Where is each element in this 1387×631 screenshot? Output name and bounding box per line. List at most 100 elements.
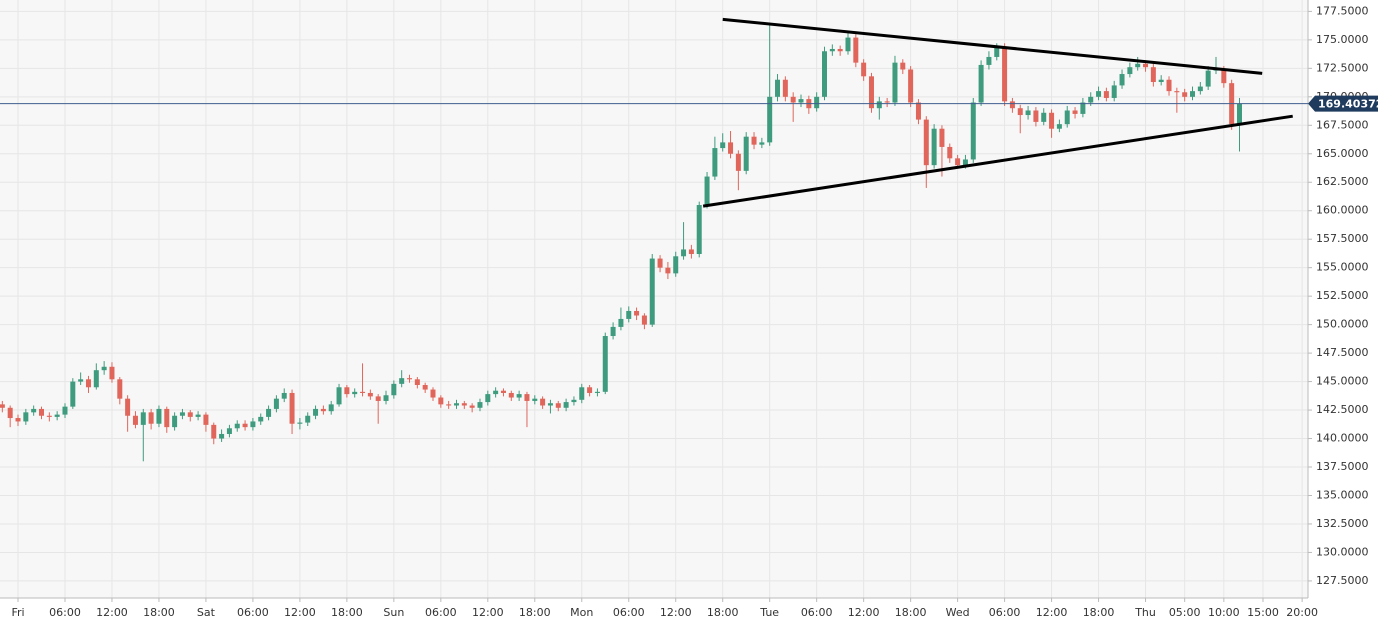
candle-body bbox=[93, 370, 99, 388]
candle-body bbox=[751, 136, 757, 145]
candle-body bbox=[187, 412, 193, 417]
candle-body bbox=[493, 390, 499, 395]
candle-body bbox=[962, 159, 968, 166]
x-tick-label: 18:00 bbox=[331, 606, 363, 619]
candle-body bbox=[829, 48, 835, 52]
candle-body bbox=[634, 310, 640, 316]
candle-body bbox=[360, 391, 366, 393]
candle-body bbox=[1111, 85, 1117, 98]
x-tick-label: 06:00 bbox=[237, 606, 269, 619]
x-tick-label: Sun bbox=[383, 606, 404, 619]
candle-body bbox=[140, 412, 146, 425]
x-tick-label: 12:00 bbox=[1036, 606, 1068, 619]
candle-body bbox=[1009, 101, 1015, 109]
candle-body bbox=[955, 158, 961, 166]
x-tick-label: 12:00 bbox=[848, 606, 880, 619]
candle-body bbox=[407, 378, 413, 380]
candle-body bbox=[1205, 70, 1211, 87]
y-tick-label: 135.0000 bbox=[1316, 488, 1369, 501]
candle-body bbox=[516, 394, 522, 398]
candle-body bbox=[281, 392, 287, 399]
candle-body bbox=[837, 48, 843, 52]
y-tick-label: 145.0000 bbox=[1316, 375, 1369, 388]
candle-body bbox=[845, 37, 851, 52]
candle-body bbox=[132, 415, 138, 425]
candle-body bbox=[931, 128, 937, 166]
x-tick-label: 06:00 bbox=[425, 606, 457, 619]
candle-body bbox=[453, 403, 459, 406]
candle-body bbox=[85, 379, 91, 388]
price-label-box bbox=[1308, 95, 1378, 112]
candle-body bbox=[681, 249, 687, 257]
candle-body bbox=[540, 398, 546, 406]
y-tick-label: 175.0000 bbox=[1316, 33, 1369, 46]
candle-body bbox=[367, 392, 373, 397]
candle-body bbox=[352, 391, 358, 395]
x-tick-label: 18:00 bbox=[895, 606, 927, 619]
candle-body bbox=[1088, 96, 1094, 103]
candle-body bbox=[1197, 86, 1203, 92]
candle-body bbox=[430, 389, 436, 398]
candle-body bbox=[344, 387, 350, 395]
candle-body bbox=[947, 146, 953, 159]
candle-body bbox=[900, 62, 906, 70]
candle-body bbox=[46, 415, 52, 417]
candle-body bbox=[1103, 91, 1109, 98]
candle-body bbox=[289, 392, 295, 424]
candle-body bbox=[728, 142, 734, 154]
candle-body bbox=[720, 142, 726, 149]
candle-body bbox=[853, 37, 859, 63]
candle-body bbox=[15, 418, 21, 422]
candle-body bbox=[1080, 102, 1086, 114]
candle-body bbox=[759, 142, 765, 145]
candle-body bbox=[172, 415, 178, 428]
candle-body bbox=[908, 69, 914, 103]
candle-body bbox=[782, 79, 788, 97]
candle-body bbox=[735, 153, 741, 171]
candle-body bbox=[861, 62, 867, 77]
candle-body bbox=[148, 412, 154, 424]
y-tick-label: 167.5000 bbox=[1316, 118, 1369, 131]
candle-body bbox=[571, 399, 577, 403]
candle-body bbox=[688, 249, 694, 255]
candle-body bbox=[508, 392, 514, 398]
candle-body bbox=[970, 102, 976, 160]
candle-body bbox=[305, 415, 311, 423]
candle-body bbox=[1182, 92, 1188, 97]
candle-body bbox=[7, 407, 13, 419]
candle-body bbox=[1072, 110, 1078, 114]
candle-body bbox=[1150, 67, 1156, 83]
x-tick-label: Sat bbox=[197, 606, 216, 619]
candle-body bbox=[109, 366, 115, 380]
candle-body bbox=[892, 62, 898, 103]
candle-body bbox=[399, 378, 405, 384]
candle-body bbox=[876, 101, 882, 109]
candle-body bbox=[665, 267, 671, 274]
candle-body bbox=[1190, 91, 1196, 97]
y-tick-label: 162.5000 bbox=[1316, 175, 1369, 188]
candle-body bbox=[469, 405, 475, 408]
candle-body bbox=[320, 408, 326, 412]
candle-body bbox=[618, 318, 624, 327]
candle-body bbox=[1166, 79, 1172, 92]
candle-body bbox=[164, 408, 170, 428]
y-tick-label: 132.5000 bbox=[1316, 517, 1369, 530]
x-tick-label: 12:00 bbox=[96, 606, 128, 619]
candle-body bbox=[626, 310, 632, 319]
candle-body bbox=[939, 128, 945, 147]
y-tick-label: 165.0000 bbox=[1316, 147, 1369, 160]
trendline bbox=[702, 114, 1293, 208]
candle-body bbox=[986, 56, 992, 65]
candle-body bbox=[657, 258, 663, 268]
candle-body bbox=[125, 398, 131, 416]
candle-body bbox=[978, 64, 984, 103]
candle-body bbox=[383, 395, 389, 401]
candle-body bbox=[1221, 69, 1227, 84]
x-tick-label: 18:00 bbox=[143, 606, 175, 619]
candle-body bbox=[195, 414, 201, 417]
x-tick-label: 06:00 bbox=[989, 606, 1021, 619]
candle-body bbox=[1041, 112, 1047, 122]
x-tick-label: 20:00 bbox=[1286, 606, 1318, 619]
candle-body bbox=[743, 136, 749, 171]
